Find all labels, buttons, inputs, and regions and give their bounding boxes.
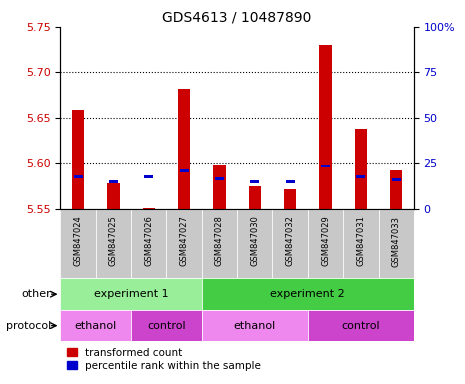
- Text: ethanol: ethanol: [234, 321, 276, 331]
- FancyBboxPatch shape: [343, 209, 379, 278]
- Text: GSM847033: GSM847033: [392, 215, 401, 266]
- Text: control: control: [341, 321, 380, 331]
- Text: experiment 1: experiment 1: [94, 289, 168, 299]
- Bar: [356, 175, 365, 178]
- Bar: [321, 164, 330, 167]
- Text: GSM847027: GSM847027: [179, 215, 189, 266]
- Bar: [178, 89, 190, 209]
- Text: GSM847031: GSM847031: [356, 215, 365, 266]
- Text: experiment 2: experiment 2: [271, 289, 345, 299]
- FancyBboxPatch shape: [308, 209, 343, 278]
- Bar: [392, 178, 401, 181]
- Legend: transformed count, percentile rank within the sample: transformed count, percentile rank withi…: [66, 347, 262, 372]
- FancyBboxPatch shape: [131, 310, 202, 341]
- Text: GSM847024: GSM847024: [73, 215, 83, 266]
- Bar: [107, 183, 120, 209]
- FancyBboxPatch shape: [202, 278, 414, 310]
- Text: GSM847028: GSM847028: [215, 215, 224, 266]
- Bar: [73, 175, 83, 178]
- Text: protocol: protocol: [6, 321, 51, 331]
- Text: GSM847025: GSM847025: [109, 215, 118, 266]
- Text: control: control: [147, 321, 186, 331]
- FancyBboxPatch shape: [60, 278, 202, 310]
- Bar: [319, 45, 332, 209]
- Bar: [72, 111, 84, 209]
- FancyBboxPatch shape: [202, 209, 237, 278]
- Bar: [251, 180, 259, 183]
- FancyBboxPatch shape: [60, 310, 131, 341]
- Text: other: other: [21, 289, 51, 299]
- Text: GSM847032: GSM847032: [286, 215, 295, 266]
- Bar: [284, 189, 296, 209]
- FancyBboxPatch shape: [60, 209, 96, 278]
- Bar: [286, 180, 295, 183]
- Title: GDS4613 / 10487890: GDS4613 / 10487890: [162, 10, 312, 24]
- Text: GSM847026: GSM847026: [144, 215, 153, 266]
- FancyBboxPatch shape: [202, 310, 308, 341]
- Bar: [109, 180, 118, 183]
- Bar: [215, 177, 224, 180]
- Text: ethanol: ethanol: [75, 321, 117, 331]
- Bar: [355, 129, 367, 209]
- Bar: [249, 186, 261, 209]
- Text: GSM847030: GSM847030: [250, 215, 259, 266]
- FancyBboxPatch shape: [308, 310, 414, 341]
- Text: GSM847029: GSM847029: [321, 215, 330, 266]
- Bar: [145, 175, 153, 178]
- Bar: [390, 170, 402, 209]
- Bar: [213, 165, 226, 209]
- FancyBboxPatch shape: [96, 209, 131, 278]
- FancyBboxPatch shape: [237, 209, 272, 278]
- Bar: [179, 169, 189, 172]
- FancyBboxPatch shape: [379, 209, 414, 278]
- FancyBboxPatch shape: [272, 209, 308, 278]
- FancyBboxPatch shape: [131, 209, 166, 278]
- Bar: [143, 208, 155, 209]
- FancyBboxPatch shape: [166, 209, 202, 278]
